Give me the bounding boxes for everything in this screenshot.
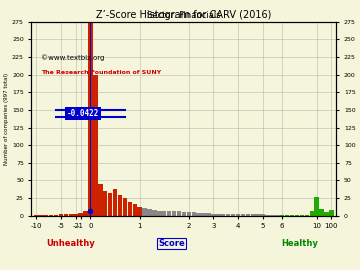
- Bar: [182, 212, 186, 216]
- Text: Unhealthy: Unhealthy: [47, 239, 95, 248]
- Bar: [103, 191, 107, 216]
- Bar: [211, 214, 216, 216]
- Bar: [206, 213, 211, 216]
- Bar: [216, 214, 221, 216]
- Bar: [329, 210, 334, 216]
- Bar: [142, 208, 147, 216]
- Bar: [78, 213, 83, 216]
- Bar: [310, 211, 314, 216]
- Bar: [98, 184, 103, 216]
- Bar: [49, 215, 53, 216]
- Bar: [314, 197, 319, 216]
- Bar: [265, 215, 270, 216]
- Bar: [93, 75, 98, 216]
- Bar: [270, 215, 275, 216]
- Bar: [108, 193, 112, 216]
- Bar: [34, 215, 39, 216]
- Bar: [300, 215, 304, 216]
- Bar: [246, 214, 250, 216]
- Bar: [44, 215, 49, 216]
- Bar: [90, 22, 91, 216]
- Bar: [197, 213, 201, 216]
- Bar: [73, 214, 78, 216]
- Bar: [147, 209, 152, 216]
- Text: Score: Score: [158, 239, 185, 248]
- Bar: [290, 215, 294, 216]
- Bar: [172, 211, 176, 216]
- Bar: [275, 215, 279, 216]
- Bar: [201, 213, 206, 216]
- Bar: [256, 214, 260, 216]
- Bar: [127, 202, 132, 216]
- Bar: [285, 215, 289, 216]
- Bar: [251, 214, 255, 216]
- Bar: [167, 211, 171, 216]
- Bar: [319, 209, 324, 216]
- Bar: [138, 207, 142, 216]
- Bar: [69, 214, 73, 216]
- Bar: [157, 211, 162, 216]
- Bar: [64, 214, 68, 216]
- Bar: [118, 194, 122, 216]
- Bar: [226, 214, 230, 216]
- Bar: [59, 214, 63, 216]
- Bar: [152, 210, 157, 216]
- Bar: [88, 22, 93, 216]
- Bar: [324, 212, 329, 216]
- Bar: [39, 215, 44, 216]
- Bar: [221, 214, 225, 216]
- Bar: [192, 212, 196, 216]
- Bar: [186, 212, 191, 216]
- Text: -0.0422: -0.0422: [67, 109, 99, 118]
- Bar: [177, 211, 181, 216]
- Bar: [132, 204, 137, 216]
- Bar: [83, 211, 88, 216]
- Bar: [113, 189, 117, 216]
- Bar: [241, 214, 245, 216]
- Bar: [280, 215, 284, 216]
- Bar: [123, 198, 127, 216]
- Bar: [236, 214, 240, 216]
- Bar: [260, 214, 265, 216]
- Text: ©www.textbiz.org: ©www.textbiz.org: [41, 55, 104, 61]
- Bar: [305, 215, 309, 216]
- Text: Healthy: Healthy: [281, 239, 318, 248]
- Text: The Research Foundation of SUNY: The Research Foundation of SUNY: [41, 70, 161, 75]
- Bar: [162, 211, 166, 216]
- Bar: [54, 215, 58, 216]
- Text: Sector: Financials: Sector: Financials: [147, 11, 221, 20]
- Y-axis label: Number of companies (997 total): Number of companies (997 total): [4, 73, 9, 165]
- Bar: [295, 215, 299, 216]
- Title: Z’-Score Histogram for CARV (2016): Z’-Score Histogram for CARV (2016): [96, 9, 271, 19]
- Bar: [231, 214, 235, 216]
